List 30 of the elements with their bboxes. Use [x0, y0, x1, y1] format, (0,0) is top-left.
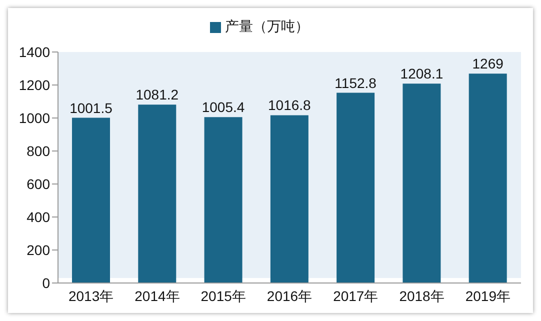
bar: [138, 104, 176, 283]
bar: [336, 92, 375, 283]
y-tick-label: 1400: [18, 44, 50, 60]
data-label: 1208.1: [400, 66, 444, 82]
data-label: 1152.8: [334, 74, 377, 91]
y-tick-label: 600: [26, 176, 50, 192]
y-tick-label: 1000: [18, 110, 50, 126]
bar: [468, 74, 507, 283]
legend-label: 产量（万吨）: [225, 18, 309, 34]
x-tick-label: 2016年: [266, 288, 312, 304]
bar: [72, 118, 110, 283]
x-tick-label: 2013年: [68, 288, 114, 304]
y-tick-label: 200: [26, 242, 50, 258]
x-tick-label: 2014年: [134, 288, 180, 304]
y-tick-label: 0: [42, 274, 50, 291]
data-label: 1001.5: [70, 100, 113, 116]
bar: [270, 115, 308, 283]
bar: [204, 117, 242, 283]
x-tick-label: 2019年: [465, 288, 511, 304]
data-label: 1269: [472, 56, 504, 72]
data-label: 1016.8: [268, 97, 312, 114]
y-tick-label: 1200: [18, 76, 50, 93]
y-tick-label: 800: [26, 142, 50, 159]
data-label: 1005.4: [202, 99, 245, 116]
x-tick-label: 2015年: [200, 288, 246, 304]
x-tick-label: 2018年: [399, 288, 444, 304]
y-tick-label: 400: [26, 208, 50, 225]
bar: [402, 84, 441, 283]
x-tick-label: 2017年: [333, 288, 378, 304]
data-label: 1081.2: [136, 86, 179, 103]
